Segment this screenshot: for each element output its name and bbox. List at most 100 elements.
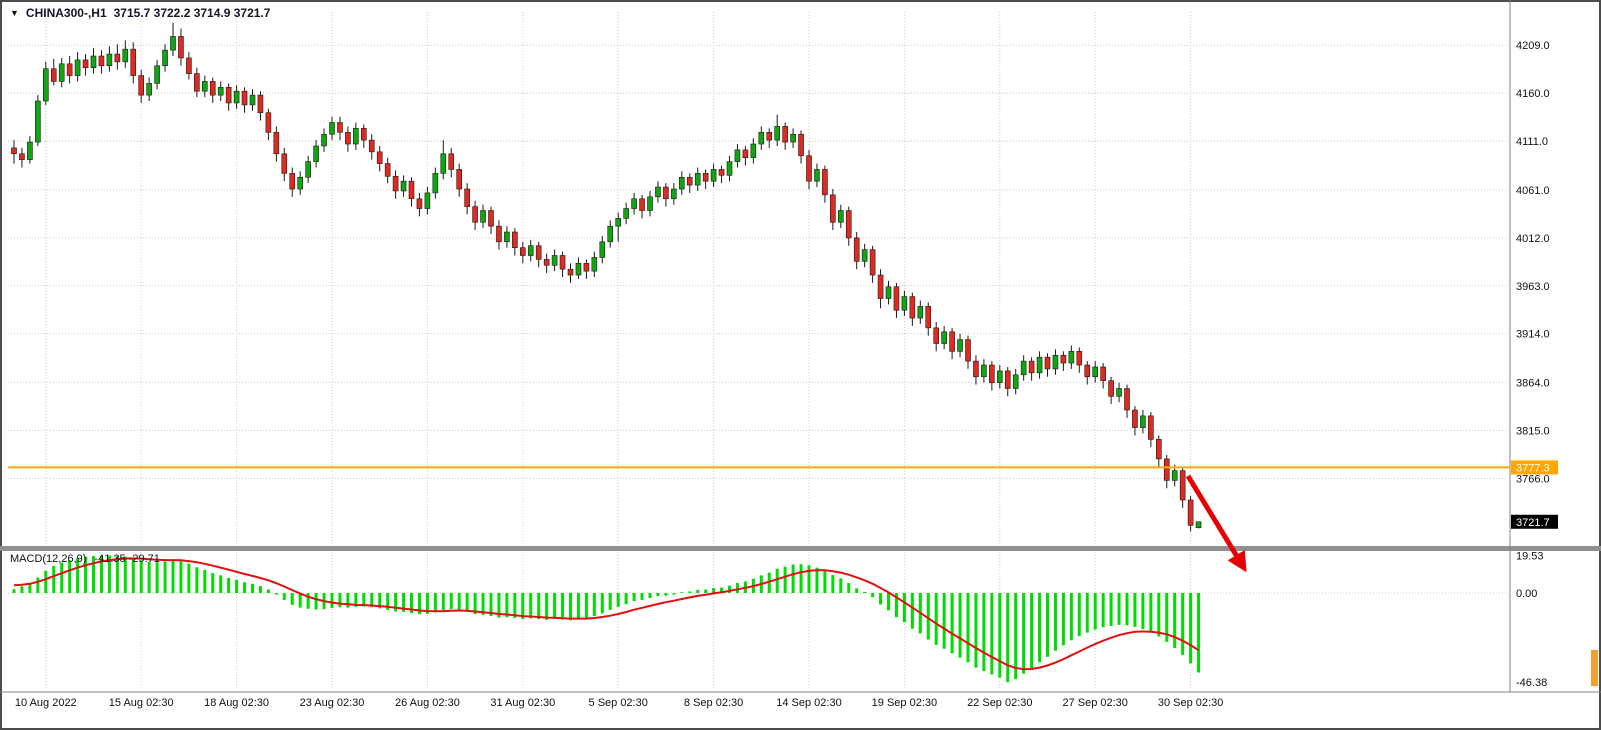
candle-body bbox=[265, 112, 272, 133]
candle-body bbox=[671, 188, 677, 200]
candle-body bbox=[19, 153, 25, 160]
candle-body bbox=[1108, 380, 1114, 397]
candle-body bbox=[233, 90, 240, 104]
time-tick-label: 18 Aug 02:30 bbox=[204, 697, 269, 709]
candle-body bbox=[225, 86, 232, 104]
candle-body bbox=[559, 255, 566, 270]
price-tick-label: 3766.0 bbox=[1516, 473, 1550, 485]
hline-price-badge bbox=[1511, 460, 1558, 475]
gridlines bbox=[8, 12, 1508, 690]
price-axis[interactable]: 4209.0 4160.0 4111.0 4061.0 4012.0 3963.0 3914… bbox=[1516, 40, 1550, 689]
candle-body bbox=[424, 192, 431, 209]
candle-body bbox=[130, 48, 137, 76]
candle-body bbox=[440, 153, 447, 174]
candle-body bbox=[202, 81, 208, 92]
candle-body bbox=[869, 249, 876, 276]
candle-body bbox=[567, 268, 574, 276]
candle-body bbox=[249, 94, 256, 106]
candle-body bbox=[535, 245, 542, 260]
time-tick-label: 10 Aug 2022 bbox=[15, 697, 77, 709]
candle-body bbox=[726, 161, 733, 176]
candle-body bbox=[66, 63, 73, 76]
candle-body bbox=[448, 153, 455, 170]
macd-tick-label: -46.38 bbox=[1516, 677, 1547, 689]
candle-body bbox=[837, 210, 844, 223]
time-axis[interactable]: 10 Aug 2022 15 Aug 02:30 18 Aug 02:30 23 Au… bbox=[15, 697, 1223, 709]
candle-body bbox=[973, 360, 979, 378]
candle-body bbox=[965, 339, 971, 362]
candle-body bbox=[329, 122, 335, 135]
candle-body bbox=[480, 210, 486, 223]
candle-body bbox=[814, 169, 820, 182]
scrollbar-thumb[interactable] bbox=[1591, 650, 1598, 686]
candle-body bbox=[98, 55, 105, 67]
candle-body bbox=[321, 133, 327, 147]
candle-body bbox=[194, 73, 200, 92]
candle-body bbox=[281, 153, 288, 174]
candle-body bbox=[607, 225, 614, 243]
chart-header: ▼ CHINA300-,H1 3715.7 3722.2 3714.9 3721… bbox=[10, 6, 270, 20]
macd-header: MACD(12,26,9) -41.35 -29.71 bbox=[10, 553, 160, 565]
candle-body bbox=[360, 128, 367, 141]
candle-body bbox=[162, 49, 168, 67]
candle-body bbox=[353, 128, 359, 145]
horizontal-line-object[interactable]: 3777.3 bbox=[8, 460, 1558, 475]
candle-body bbox=[1036, 356, 1043, 374]
time-tick-label: 27 Sep 02:30 bbox=[1062, 697, 1127, 709]
time-tick-label: 14 Sep 02:30 bbox=[776, 697, 841, 709]
candle-body bbox=[1092, 366, 1098, 378]
candle-body bbox=[766, 131, 773, 141]
candle-body bbox=[647, 196, 653, 211]
ohlc-readout: 3715.7 3722.2 3714.9 3721.7 bbox=[113, 6, 271, 20]
candle-body bbox=[925, 306, 932, 329]
candle-body bbox=[798, 133, 804, 157]
candle-body bbox=[345, 131, 351, 145]
candle-body bbox=[583, 263, 590, 272]
candle-body bbox=[949, 331, 955, 352]
candle-body bbox=[734, 149, 741, 162]
candle-body bbox=[456, 169, 463, 190]
macd-indicator-label: MACD(12,26,9) bbox=[10, 553, 87, 565]
candle-body bbox=[138, 75, 144, 96]
candle-body bbox=[1100, 366, 1106, 381]
candle-body bbox=[50, 68, 57, 82]
candle-body bbox=[416, 198, 423, 209]
candle-body bbox=[678, 176, 685, 190]
candle-body bbox=[1124, 388, 1130, 411]
time-tick-label: 30 Sep 02:30 bbox=[1158, 697, 1223, 709]
candle-body bbox=[472, 206, 478, 223]
candle-body bbox=[615, 218, 622, 227]
candle-body bbox=[623, 208, 629, 219]
candle-body bbox=[853, 237, 860, 262]
candle-body bbox=[432, 173, 439, 194]
candle-body bbox=[1195, 521, 1202, 528]
candle-body bbox=[543, 259, 550, 266]
price-tick-label: 3963.0 bbox=[1516, 281, 1550, 293]
macd-signal-line bbox=[13, 557, 1200, 671]
candle-body bbox=[822, 169, 828, 196]
candle-body bbox=[376, 151, 383, 164]
candle-body bbox=[90, 55, 97, 69]
candle-body bbox=[845, 210, 852, 239]
candle-body bbox=[297, 176, 304, 190]
candle-body bbox=[782, 126, 788, 143]
candle-body bbox=[742, 149, 749, 159]
candle-body bbox=[1052, 354, 1059, 370]
candle-body bbox=[384, 163, 391, 177]
macd-tick-label: 0.00 bbox=[1516, 588, 1537, 600]
candle-body bbox=[400, 180, 407, 192]
candle-body bbox=[957, 339, 963, 352]
candle-body bbox=[1179, 470, 1186, 501]
candle-body bbox=[496, 225, 502, 243]
trend-arrow[interactable] bbox=[1185, 474, 1247, 573]
panel-separator[interactable] bbox=[0, 546, 1601, 551]
candle-body bbox=[464, 188, 470, 207]
candle-body bbox=[1028, 360, 1035, 374]
candle-body bbox=[989, 364, 995, 383]
price-tick-label: 4061.0 bbox=[1516, 185, 1550, 197]
macd-histogram bbox=[12, 555, 1201, 683]
symbol-dropdown-icon[interactable]: ▼ bbox=[10, 7, 19, 18]
candle-body bbox=[702, 173, 709, 182]
candle-body bbox=[186, 57, 192, 74]
